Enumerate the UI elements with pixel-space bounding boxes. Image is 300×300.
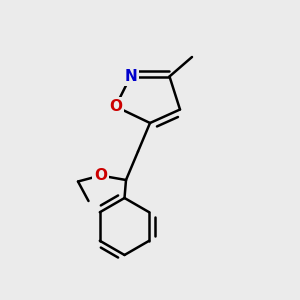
Text: O: O (94, 168, 107, 183)
Text: N: N (124, 69, 137, 84)
Text: O: O (109, 99, 122, 114)
